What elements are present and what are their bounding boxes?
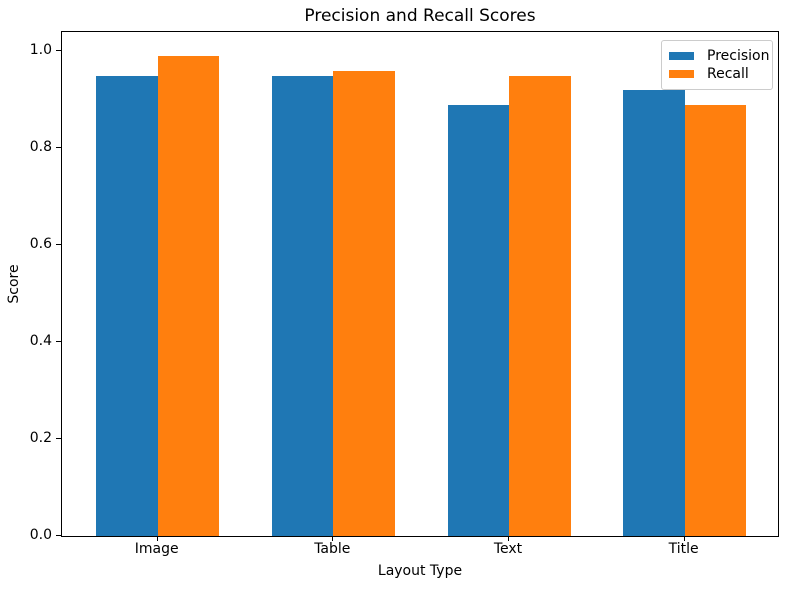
x-tick-label: Image — [134, 541, 179, 557]
y-tick-label: 0.0 — [29, 527, 52, 543]
bar-precision-table — [271, 75, 334, 536]
y-tick-mark — [56, 341, 61, 343]
y-tick-mark — [56, 147, 61, 149]
legend-item-recall: Recall — [669, 66, 765, 82]
bar-precision-image — [96, 75, 158, 536]
bar-recall-image — [157, 56, 220, 536]
bar-precision-title — [623, 90, 685, 536]
legend: Precision Recall — [661, 40, 773, 90]
bar-precision-text — [447, 104, 509, 536]
legend-label: Precision — [707, 48, 770, 64]
y-axis-label: Score — [6, 264, 22, 304]
x-tick-label: Table — [314, 541, 351, 557]
y-tick-mark — [56, 50, 61, 52]
x-tick-mark — [156, 537, 158, 541]
chart-title: Precision and Recall Scores — [304, 6, 536, 26]
y-tick-mark — [56, 535, 61, 536]
legend-label: Recall — [707, 66, 749, 82]
bar-recall-table — [333, 70, 395, 536]
legend-item-precision: Precision — [669, 48, 769, 64]
bar-recall-title — [684, 104, 747, 536]
recall-swatch-icon — [669, 70, 694, 78]
y-tick-label: 0.6 — [29, 236, 52, 253]
precision-swatch-icon — [669, 52, 694, 60]
x-tick-label: Text — [493, 541, 523, 557]
x-tick-label: Title — [668, 541, 699, 557]
y-tick-label: 1.0 — [29, 42, 52, 59]
x-tick-mark — [508, 537, 509, 541]
y-tick-mark — [56, 438, 61, 440]
y-tick-label: 0.8 — [29, 139, 52, 156]
y-tick-mark — [56, 244, 61, 246]
y-tick-label: 0.4 — [29, 333, 52, 350]
x-tick-mark — [332, 537, 334, 541]
legend-items: Precision Recall — [669, 48, 769, 82]
x-tick-mark — [683, 537, 685, 541]
plot-area — [61, 31, 779, 537]
y-tick-label: 0.2 — [29, 430, 52, 447]
x-axis-label: Layout Type — [377, 563, 463, 579]
bar-recall-text — [509, 75, 571, 536]
